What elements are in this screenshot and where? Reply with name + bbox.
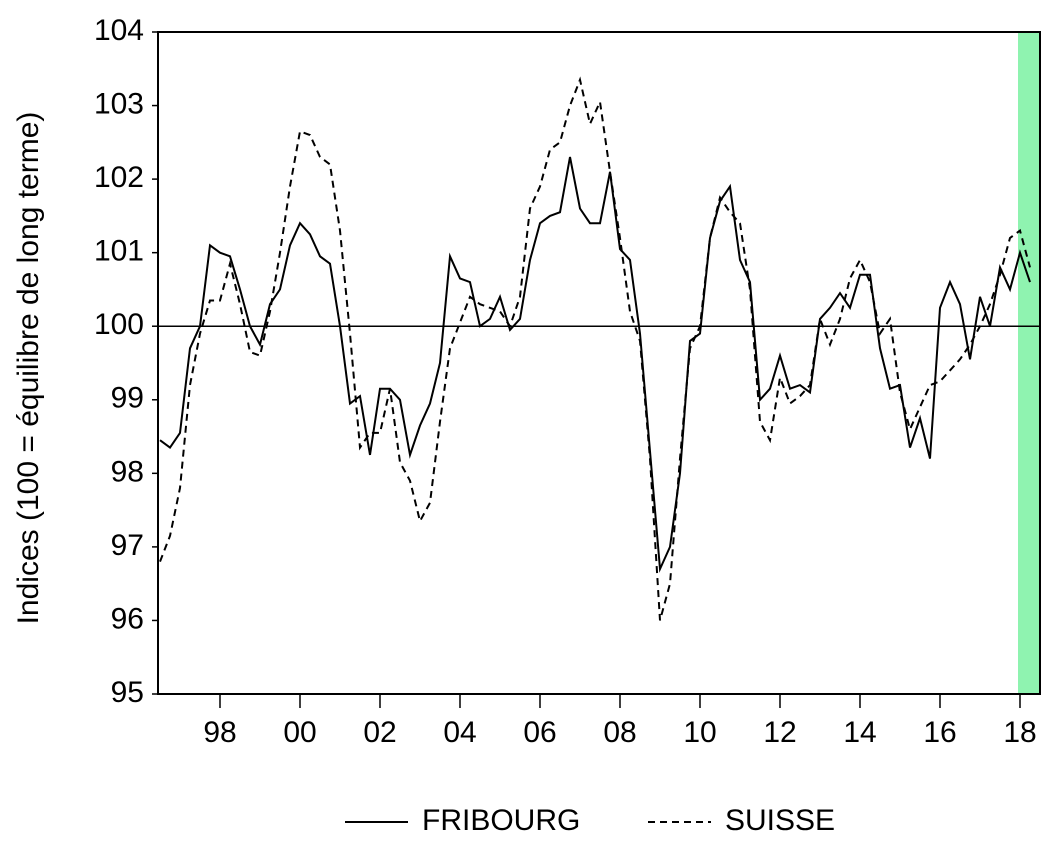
y-tick-label: 99 — [111, 382, 144, 415]
y-tick-label: 103 — [94, 87, 144, 120]
x-tick-label: 16 — [923, 716, 956, 749]
y-tick-label: 101 — [94, 235, 144, 268]
x-tick-label: 14 — [843, 716, 876, 749]
series-line — [159, 156, 1031, 573]
y-axis-label: Indices (100 = équilibre de long terme) — [12, 112, 45, 625]
y-tick-label: 98 — [111, 455, 144, 488]
y-tick-label: 97 — [111, 529, 144, 562]
x-tick-label: 04 — [443, 716, 476, 749]
series-line — [159, 76, 1031, 621]
x-tick-label: 00 — [283, 716, 316, 749]
plot-frame — [157, 31, 1041, 695]
x-tick-label: 18 — [1003, 716, 1036, 749]
y-tick-label: 102 — [94, 161, 144, 194]
legend-label: FRIBOURG — [422, 804, 580, 837]
x-tick-label: 98 — [203, 716, 236, 749]
x-tick-label: 06 — [523, 716, 556, 749]
x-tick-label: 12 — [763, 716, 796, 749]
y-tick-label: 96 — [111, 602, 144, 635]
shaded-region — [1018, 32, 1040, 694]
y-tick-label: 100 — [94, 308, 144, 341]
x-tick-label: 02 — [363, 716, 396, 749]
y-tick-label: 104 — [94, 14, 144, 47]
legend-label: SUISSE — [725, 804, 835, 837]
y-tick-label: 95 — [111, 676, 144, 709]
x-tick-label: 10 — [683, 716, 716, 749]
x-tick-label: 08 — [603, 716, 636, 749]
